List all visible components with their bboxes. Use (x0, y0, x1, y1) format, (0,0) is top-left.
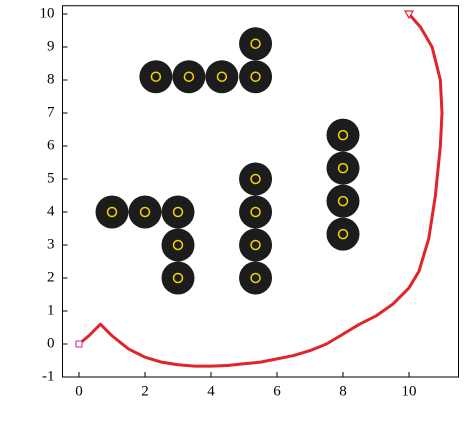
obstacle (326, 184, 360, 218)
start-marker (75, 340, 83, 348)
obstacle-center (172, 272, 184, 284)
y-tick-label: 6 (47, 137, 55, 153)
obstacle (239, 228, 273, 262)
y-tick-label: 7 (47, 104, 55, 120)
plot-frame (62, 5, 459, 378)
obstacle (239, 261, 273, 295)
obstacle-center (216, 71, 228, 82)
obstacle (161, 228, 195, 262)
x-tick-label: 2 (141, 383, 149, 399)
x-tick-label: 0 (75, 383, 83, 399)
obstacle-center (337, 129, 349, 141)
obstacle (326, 217, 360, 251)
y-tick-label: 1 (47, 302, 55, 318)
y-tick-label: 3 (47, 236, 55, 252)
planned-path (78, 13, 444, 368)
y-tick-label: 0 (47, 335, 55, 351)
obstacle (161, 195, 195, 229)
obstacle-center (337, 195, 349, 207)
y-tick-label: 10 (40, 5, 55, 21)
obstacle-center (106, 206, 118, 218)
obstacle (205, 60, 239, 94)
obstacle-center (337, 162, 349, 174)
y-tick-label: 2 (47, 269, 55, 285)
x-tick-label: 10 (402, 383, 417, 399)
obstacle-center (337, 228, 349, 240)
obstacle (326, 151, 360, 185)
obstacle (128, 195, 162, 229)
obstacle-center (250, 173, 261, 185)
y-tick-label: 4 (47, 203, 55, 219)
obstacle-center (172, 239, 184, 251)
obstacle-center (183, 71, 195, 82)
y-tick-label: 8 (47, 71, 55, 87)
y-tick-label: 5 (47, 170, 55, 186)
obstacle (239, 27, 273, 61)
x-tick-label: 8 (339, 383, 347, 399)
obstacle (239, 60, 273, 94)
obstacle-center (250, 272, 261, 284)
obstacle-center (150, 71, 162, 82)
y-tick-label: -1 (42, 368, 55, 384)
obstacle (95, 195, 129, 229)
obstacle (326, 118, 360, 152)
obstacle-center (139, 206, 151, 218)
obstacle-center (172, 206, 184, 218)
obstacle (139, 60, 173, 94)
obstacle-center (250, 206, 261, 218)
y-tick-label: 9 (47, 38, 55, 54)
goal-marker (403, 10, 415, 20)
obstacle (239, 162, 273, 196)
x-tick-label: 6 (273, 383, 281, 399)
obstacle-center (250, 239, 261, 251)
obstacle (239, 195, 273, 229)
x-tick-label: 4 (207, 383, 215, 399)
obstacle (172, 60, 206, 94)
obstacle (161, 261, 195, 295)
obstacle-center (250, 38, 261, 49)
obstacle-center (250, 71, 261, 82)
